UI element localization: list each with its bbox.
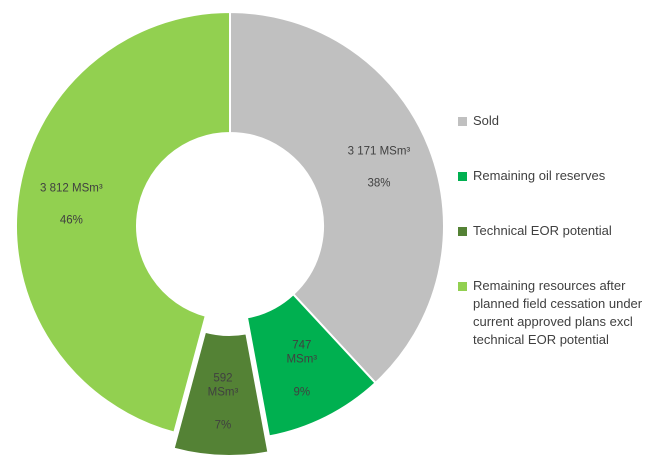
share-label: 7% <box>214 419 232 432</box>
value-label: 3 812 MSm³ <box>40 182 103 195</box>
value-label: 592 MSm³ <box>207 372 239 399</box>
slice <box>15 10 231 434</box>
value-label: 747 MSm³ <box>286 339 318 366</box>
slice-label: 3 812 MSm³ 46% <box>11 179 131 232</box>
legend-swatch <box>458 117 467 126</box>
legend-item: Remaining resources after planned field … <box>458 277 670 349</box>
legend-swatch <box>458 172 467 181</box>
gap <box>11 199 131 211</box>
legend-item: Technical EOR potential <box>458 222 670 240</box>
gap <box>277 370 327 382</box>
gap <box>319 162 439 174</box>
legend-item: Sold <box>458 112 670 130</box>
share-label: 46% <box>59 214 83 227</box>
slice <box>229 10 445 385</box>
value-label: 3 171 MSm³ <box>347 145 411 158</box>
share-label: 38% <box>367 177 391 190</box>
slice <box>245 292 377 438</box>
gap <box>198 403 248 415</box>
slice <box>172 330 270 457</box>
legend-swatch <box>458 282 467 291</box>
slice-label: 592 MSm³ 7% <box>198 368 248 435</box>
slice-label: 747 MSm³ 9% <box>277 335 327 402</box>
legend: Sold Remaining oil reserves Technical EOR … <box>458 112 670 349</box>
legend-label: Technical EOR potential <box>473 223 612 238</box>
legend-item: Remaining oil reserves <box>458 167 670 185</box>
legend-label: Remaining resources after planned field … <box>473 278 643 347</box>
legend-swatch <box>458 227 467 236</box>
legend-label: Remaining oil reserves <box>473 168 606 183</box>
legend-label: Sold <box>473 113 500 128</box>
share-label: 9% <box>293 386 311 399</box>
slice-label: 3 171 MSm³ 38% <box>319 141 439 194</box>
